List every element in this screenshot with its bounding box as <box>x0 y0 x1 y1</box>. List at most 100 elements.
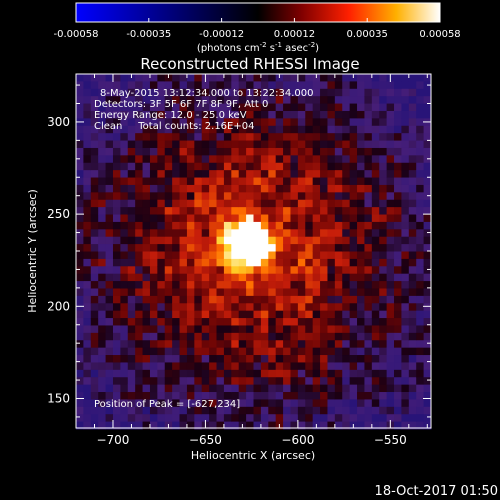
heatmap-cell <box>216 340 225 349</box>
heatmap-cell <box>201 392 210 400</box>
heatmap-cell <box>223 392 232 400</box>
heatmap-cell <box>149 244 158 252</box>
heatmap-cell <box>246 295 254 304</box>
heatmap-cell <box>320 162 328 171</box>
heatmap-cell <box>371 162 380 171</box>
heatmap-cell <box>172 340 180 349</box>
heatmap-cell <box>357 88 365 97</box>
heatmap-cell <box>416 192 425 201</box>
heatmap-cell <box>342 347 351 356</box>
heatmap-cell <box>135 258 143 267</box>
annotation-time-range: 8-May-2015 13:12:34.000 to 13:22:34.000 <box>100 88 313 99</box>
heatmap-cell <box>112 125 121 134</box>
heatmap-cell <box>275 347 284 356</box>
heatmap-cell <box>379 303 388 312</box>
heatmap-cell <box>401 355 410 363</box>
heatmap-cell <box>408 192 417 201</box>
heatmap-cell <box>394 192 402 201</box>
heatmap-cell <box>297 244 306 252</box>
heatmap-cell <box>142 214 151 223</box>
heatmap-cell <box>290 155 299 164</box>
heatmap-cell <box>112 199 121 208</box>
heatmap-cell <box>268 369 277 378</box>
heatmap-cell <box>268 155 277 164</box>
heatmap-cell <box>416 355 425 363</box>
heatmap-cell <box>142 369 151 378</box>
heatmap-cell <box>268 184 277 193</box>
heatmap-cell <box>364 303 373 312</box>
heatmap-cell <box>231 96 240 104</box>
heatmap-cell <box>401 81 410 90</box>
heatmap-cell <box>98 155 106 164</box>
heatmap-cell <box>157 421 166 430</box>
heatmap-cell <box>76 236 84 245</box>
heatmap-cell <box>209 281 217 289</box>
heatmap-cell <box>320 170 328 178</box>
heatmap-cell <box>90 332 99 341</box>
heatmap-cell <box>246 192 254 201</box>
heatmap-cell <box>364 140 373 149</box>
heatmap-cell <box>186 377 195 386</box>
heatmap-cell <box>246 236 254 245</box>
heatmap-cell <box>149 281 158 289</box>
heatmap-cell <box>186 303 195 312</box>
heatmap-cell <box>149 414 158 423</box>
heatmap-cell <box>76 103 84 112</box>
heatmap-cell <box>379 96 388 104</box>
heatmap-cell <box>364 229 373 238</box>
colorbar-unit-part: s <box>267 43 275 54</box>
heatmap-cell <box>268 392 277 400</box>
heatmap-cell <box>394 162 402 171</box>
heatmap-cell <box>394 103 402 112</box>
heatmap-cell <box>357 273 365 282</box>
heatmap-cell <box>149 340 158 349</box>
heatmap-cell <box>90 406 99 415</box>
heatmap-cell <box>76 303 84 312</box>
heatmap-cell <box>268 140 277 149</box>
heatmap-cell <box>275 118 284 127</box>
heatmap-cell <box>408 236 417 245</box>
heatmap-cell <box>401 236 410 245</box>
heatmap-cell <box>268 177 277 186</box>
heatmap-cell <box>223 192 232 201</box>
heatmap-cell <box>364 236 373 245</box>
heatmap-cell <box>312 406 321 415</box>
heatmap-cell <box>334 162 343 171</box>
heatmap-cell <box>312 414 321 423</box>
heatmap-cell <box>246 281 254 289</box>
heatmap-cell <box>408 162 417 171</box>
heatmap-cell <box>268 110 277 119</box>
heatmap-cell <box>194 392 203 400</box>
heatmap-cell <box>142 133 151 141</box>
heatmap-cell <box>283 421 291 430</box>
heatmap-cell <box>349 399 358 408</box>
heatmap-cell <box>320 236 328 245</box>
heatmap-cell <box>98 118 106 127</box>
heatmap-cell <box>408 88 417 97</box>
heatmap-cell <box>297 236 306 245</box>
heatmap-cell <box>120 414 129 423</box>
heatmap-cell <box>194 406 203 415</box>
heatmap-cell <box>260 362 269 371</box>
heatmap-cell <box>246 318 254 326</box>
heatmap-cell <box>416 362 425 371</box>
heatmap-cell <box>135 199 143 208</box>
heatmap-cell <box>423 340 432 349</box>
heatmap-cell <box>290 266 299 275</box>
heatmap-cell <box>283 414 291 423</box>
heatmap-cell <box>401 221 410 230</box>
heatmap-cell <box>98 110 106 119</box>
heatmap-cell <box>201 88 210 97</box>
heatmap-cell <box>408 125 417 134</box>
heatmap-cell <box>394 392 402 400</box>
heatmap-cell <box>401 325 410 334</box>
heatmap-cell <box>246 207 254 215</box>
heatmap-cell <box>149 406 158 415</box>
heatmap-cell <box>401 214 410 223</box>
heatmap-cell <box>179 133 188 141</box>
heatmap-cell <box>157 295 166 304</box>
heatmap-cell <box>231 251 240 260</box>
heatmap-cell <box>164 133 173 141</box>
heatmap-cell <box>357 125 365 134</box>
heatmap-cell <box>223 273 232 282</box>
